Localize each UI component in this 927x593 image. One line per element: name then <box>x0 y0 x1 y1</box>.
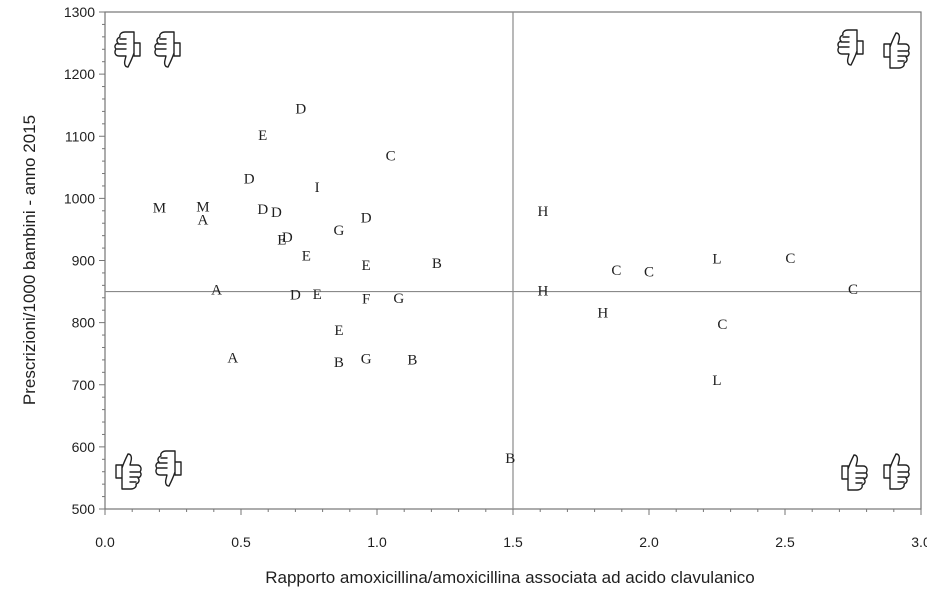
y-tick-label: 1000 <box>64 190 95 206</box>
scatter-point: B <box>505 451 515 467</box>
x-tick-label: 2.5 <box>775 534 795 550</box>
thumb-up-icon <box>883 453 910 490</box>
axes-layer: 0.0 0.5 1.0 1.5 2.0 2.5 3.0 500 600 700 800 900 1000… <box>64 4 927 550</box>
scatter-point: C <box>611 263 621 279</box>
scatter-point: C <box>785 251 795 267</box>
x-tick-label: 0.0 <box>95 534 115 550</box>
scatter-point: L <box>712 373 721 389</box>
scatter-point: M <box>153 201 166 217</box>
scatter-point: A <box>211 283 222 299</box>
scatter-point: D <box>361 211 372 227</box>
scatter-point: F <box>362 291 370 307</box>
scatter-point: B <box>432 256 442 272</box>
reference-lines <box>105 12 921 509</box>
thumb-up-icon <box>883 32 910 69</box>
scatter-point: G <box>393 291 404 307</box>
scatter-point: L <box>712 252 721 268</box>
scatter-point: A <box>197 212 208 228</box>
scatter-point: C <box>386 149 396 165</box>
y-tick-label: 900 <box>72 253 96 269</box>
scatter-point: E <box>302 249 311 265</box>
scatter-point: D <box>290 288 301 304</box>
scatter-point: D <box>244 171 255 187</box>
scatter-point: E <box>313 287 322 303</box>
scatter-point: E <box>277 232 286 248</box>
scatter-point: E <box>362 258 371 274</box>
scatter-point: M <box>196 199 209 215</box>
scatter-point: I <box>315 180 320 196</box>
scatter-point: H <box>537 204 548 220</box>
scatter-point: C <box>644 265 654 281</box>
y-tick-label: 1300 <box>64 4 95 20</box>
scatter-point: E <box>334 323 343 339</box>
scatter-point: D <box>282 230 293 246</box>
scatter-point: D <box>295 101 306 117</box>
scatter-point: D <box>271 205 282 221</box>
scatter-point: H <box>537 283 548 299</box>
x-tick-label: 1.5 <box>503 534 523 550</box>
x-tick-label: 3.0 <box>911 534 927 550</box>
thumb-up-icon <box>841 454 868 491</box>
x-tick-label: 0.5 <box>231 534 251 550</box>
thumb-down-icon <box>114 31 141 68</box>
y-tick-label: 600 <box>72 439 96 455</box>
x-tick-label: 2.0 <box>639 534 659 550</box>
scatter-point: E <box>258 128 267 144</box>
y-tick-label: 700 <box>72 377 96 393</box>
scatter-point: B <box>407 352 417 368</box>
y-tick-label: 500 <box>72 501 96 517</box>
scatter-point: G <box>361 352 372 368</box>
y-tick-label: 1200 <box>64 66 95 82</box>
thumb-up-icon <box>115 453 142 490</box>
scatter-point: C <box>848 282 858 298</box>
scatter-point: A <box>227 350 238 366</box>
x-axis-title: Rapporto amoxicillina/amoxicillina assoc… <box>265 568 754 587</box>
y-tick-label: 1100 <box>65 128 95 144</box>
y-axis-title: Prescrizioni/1000 bambini - anno 2015 <box>20 115 39 405</box>
x-tick-label: 1.0 <box>367 534 387 550</box>
thumb-down-icon <box>837 29 864 66</box>
scatter-point: C <box>717 317 727 333</box>
scatter-point: H <box>597 306 608 322</box>
thumb-down-icon <box>154 31 181 68</box>
thumb-down-icon <box>155 450 182 487</box>
y-tick-label: 800 <box>72 315 96 331</box>
quadrant-icons <box>114 29 910 491</box>
scatter-point: G <box>333 223 344 239</box>
scatter-point: D <box>257 202 268 218</box>
scatter-point: B <box>334 355 344 371</box>
